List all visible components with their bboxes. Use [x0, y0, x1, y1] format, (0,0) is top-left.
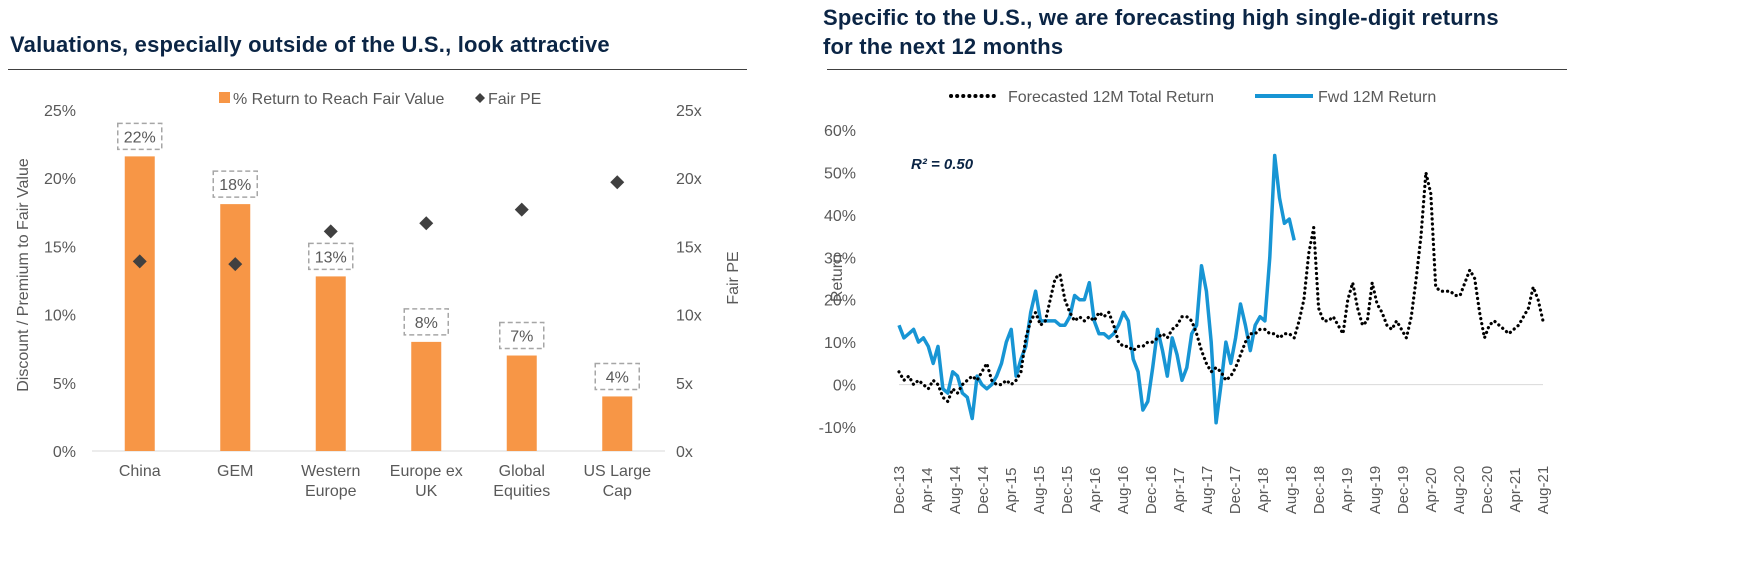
x-axis-tick-label: Aug-21: [1535, 466, 1552, 514]
x-axis-tick-label: Apr-18: [1255, 467, 1272, 512]
legend-pe-swatch: [475, 93, 485, 103]
category-label: Western: [301, 463, 360, 480]
right-axis-title: Fair PE: [725, 251, 742, 304]
legend-fwd-label: Fwd 12M Return: [1318, 89, 1436, 106]
y-axis-tick-label: 50%: [824, 165, 856, 182]
legend-forecast-label: Forecasted 12M Total Return: [1008, 89, 1214, 106]
bar: [315, 276, 346, 451]
y-axis-title: Return: [829, 254, 846, 302]
category-label: UK: [415, 483, 438, 500]
category-label: US Large: [583, 463, 651, 480]
category-label: GEM: [217, 463, 253, 480]
data-label-box: [594, 362, 640, 391]
y-axis-tick-label: 10%: [824, 335, 856, 352]
category-label: Europe: [305, 483, 357, 500]
data-label: 22%: [124, 129, 156, 146]
left-axis-tick-label: 5%: [53, 376, 76, 393]
right-chart-title-line1: Specific to the U.S., we are forecasting…: [823, 5, 1499, 30]
x-axis-tick-label: Dec-16: [1143, 466, 1160, 514]
right-title-divider: [827, 69, 1567, 70]
bar: [411, 341, 442, 451]
x-axis-tick-label: Apr-21: [1507, 467, 1524, 512]
x-axis-tick-label: Aug-15: [1031, 466, 1048, 514]
fwd-12m-return-line: [897, 153, 1296, 425]
fair-pe-marker: [610, 175, 625, 190]
valuation-bar-chart: 0% 5% 10% 15% 20% 25% 0x 5x 10x 15x 20x 25x Discount…: [15, 91, 742, 500]
data-label: 4%: [606, 369, 629, 386]
x-axis-tick-label: Aug-19: [1367, 466, 1384, 514]
left-axis-tick-label: 15%: [44, 239, 76, 256]
right-chart-title-line2: for the next 12 months: [823, 34, 1064, 59]
legend-bar-swatch: [219, 92, 230, 103]
right-axis-tick-label: 15x: [676, 239, 702, 256]
x-axis-tick-label: Dec-20: [1479, 466, 1496, 514]
x-axis-tick-label: Apr-16: [1087, 467, 1104, 512]
right-axis-tick-label: 20x: [676, 171, 702, 188]
y-axis-tick-label: -10%: [819, 420, 856, 437]
legend-pe-label: Fair PE: [488, 91, 541, 108]
x-axis-tick-label: Dec-15: [1059, 466, 1076, 514]
x-axis-tick-label: Apr-14: [919, 467, 936, 512]
right-axis-tick-label: 5x: [676, 376, 693, 393]
x-axis-tick-label: Dec-18: [1311, 466, 1328, 514]
data-label-box: [308, 242, 354, 271]
y-axis-tick-label: 40%: [824, 208, 856, 225]
x-axis-tick-label: Aug-17: [1199, 466, 1216, 514]
x-axis-tick-label: Dec-19: [1395, 466, 1412, 514]
category-label: Cap: [603, 483, 632, 500]
data-label: 8%: [415, 315, 438, 332]
bar: [220, 204, 251, 451]
x-axis-tick-label: Apr-15: [1003, 467, 1020, 512]
x-axis-tick-label: Aug-16: [1115, 466, 1132, 514]
x-axis-tick-label: Apr-17: [1171, 467, 1188, 512]
category-label: Europe ex: [390, 463, 463, 480]
y-axis-tick-label: 30%: [824, 250, 856, 267]
bar: [506, 355, 537, 451]
bar: [124, 156, 155, 451]
y-axis-tick-label: 20%: [824, 293, 856, 310]
left-title-divider: [8, 69, 747, 70]
data-label-box: [499, 321, 545, 350]
fair-pe-marker: [228, 257, 243, 272]
right-axis-tick-label: 25x: [676, 103, 702, 120]
fair-pe-marker: [132, 254, 147, 269]
category-label: China: [119, 463, 161, 480]
fair-pe-marker: [514, 202, 529, 217]
fair-pe-marker: [323, 224, 338, 239]
data-label-box: [212, 170, 258, 198]
y-axis-tick-label: 0%: [833, 378, 856, 395]
bar: [602, 396, 633, 451]
left-axis-tick-label: 10%: [44, 308, 76, 325]
left-axis-tick-label: 20%: [44, 171, 76, 188]
category-label: Global: [499, 463, 545, 480]
category-label: Equities: [493, 483, 550, 500]
y-axis-tick-label: 60%: [824, 123, 856, 140]
data-label: 7%: [510, 329, 533, 346]
data-label: 18%: [219, 177, 251, 194]
left-axis-title: Discount / Premium to Fair Value: [15, 158, 32, 392]
x-axis-tick-label: Aug-14: [947, 466, 964, 514]
right-axis-tick-label: 10x: [676, 308, 702, 325]
x-axis-tick-label: Dec-17: [1227, 466, 1244, 514]
x-axis-tick-label: Apr-19: [1339, 467, 1356, 512]
x-axis-tick-label: Dec-14: [975, 466, 992, 514]
data-label-box: [403, 308, 449, 336]
right-axis-tick-label: 0x: [676, 444, 693, 461]
x-axis-tick-label: Aug-20: [1451, 466, 1468, 514]
x-axis-tick-label: Apr-20: [1423, 467, 1440, 512]
data-label-box: [117, 122, 163, 151]
left-axis-tick-label: 25%: [44, 103, 76, 120]
r-squared-annotation: R² = 0.50: [911, 156, 974, 173]
left-axis-tick-label: 0%: [53, 444, 76, 461]
x-axis-tick-label: Aug-18: [1283, 466, 1300, 514]
legend-bar-label: % Return to Reach Fair Value: [233, 91, 444, 108]
fair-pe-marker: [419, 216, 434, 231]
x-axis-tick-label: Dec-13: [891, 466, 908, 514]
data-label: 13%: [315, 249, 347, 266]
left-chart-title: Valuations, especially outside of the U.…: [10, 32, 610, 57]
forecasted-12m-total-return-line: [897, 170, 1545, 404]
